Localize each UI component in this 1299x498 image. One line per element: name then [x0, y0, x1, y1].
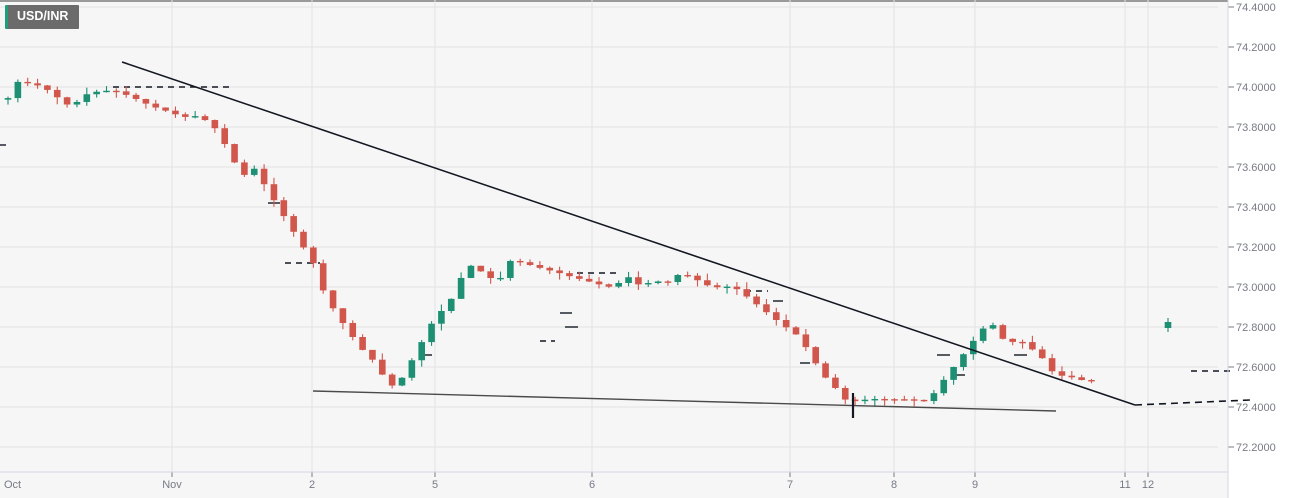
svg-text:73.2000: 73.2000	[1236, 242, 1276, 254]
svg-text:73.0000: 73.0000	[1236, 282, 1276, 294]
svg-text:73.8000: 73.8000	[1236, 122, 1276, 134]
svg-text:72.6000: 72.6000	[1236, 362, 1276, 374]
svg-text:7: 7	[787, 479, 793, 491]
svg-text:2: 2	[309, 479, 315, 491]
svg-text:9: 9	[972, 479, 978, 491]
svg-text:73.4000: 73.4000	[1236, 202, 1276, 214]
svg-text:5: 5	[432, 479, 438, 491]
svg-text:72.4000: 72.4000	[1236, 402, 1276, 414]
svg-text:72.8000: 72.8000	[1236, 322, 1276, 334]
svg-text:72.2000: 72.2000	[1236, 442, 1276, 454]
svg-text:Nov: Nov	[162, 479, 182, 491]
svg-text:12: 12	[1142, 479, 1154, 491]
svg-text:73.6000: 73.6000	[1236, 162, 1276, 174]
svg-text:74.2000: 74.2000	[1236, 42, 1276, 54]
svg-text:8: 8	[891, 479, 897, 491]
svg-text:6: 6	[589, 479, 595, 491]
svg-text:Oct: Oct	[4, 479, 21, 491]
svg-text:11: 11	[1119, 479, 1130, 491]
svg-text:74.4000: 74.4000	[1236, 2, 1276, 14]
svg-text:74.0000: 74.0000	[1236, 82, 1276, 94]
